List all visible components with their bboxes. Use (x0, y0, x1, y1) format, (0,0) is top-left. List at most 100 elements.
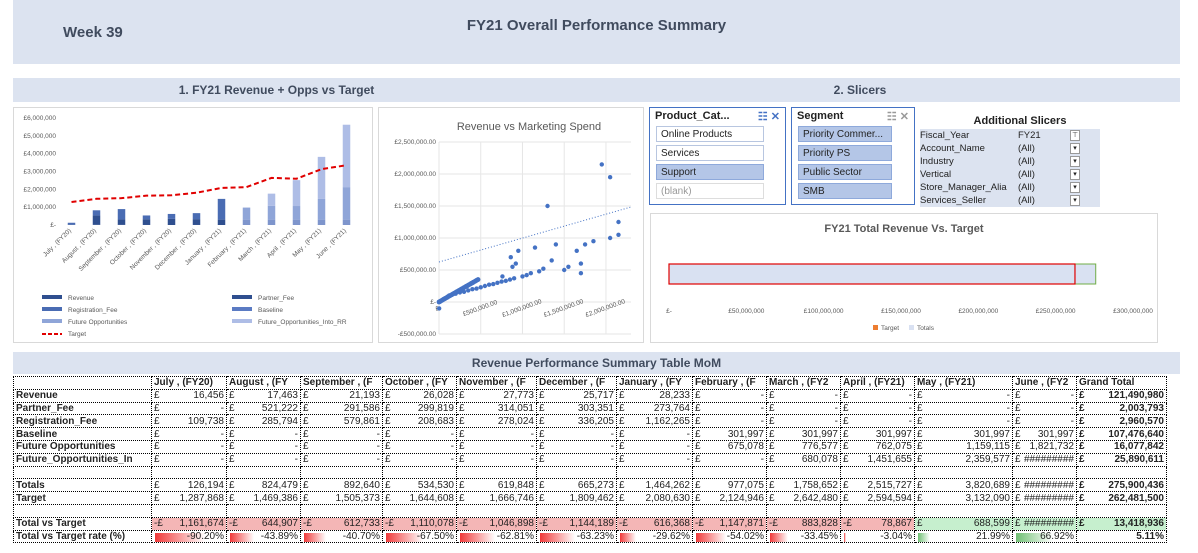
scatter-point (500, 274, 505, 279)
slicer-item-priority-ps[interactable]: Priority PS (798, 145, 892, 161)
data-bar (155, 532, 205, 542)
scatter-chart: Revenue vs Marketing Spend -£500,000.00 £-… (378, 107, 644, 343)
bar-1 (167, 218, 176, 225)
table-row: Revenue £16,456 £17,463 £21,193 £26,028 £27,7… (13, 388, 1167, 403)
filter-field-row[interactable]: Vertical (All) ▾ (920, 168, 1100, 181)
filter-field-row[interactable]: Account_Name (All) ▾ (920, 142, 1100, 155)
table-cell: - (220, 454, 224, 466)
filter-field-row[interactable]: Store_Manager_Alia (All) ▾ (920, 181, 1100, 194)
currency-symbol: £ (843, 441, 849, 453)
scatter-point (591, 239, 596, 244)
slicer-item-priority-commercial[interactable]: Priority Commer... (798, 126, 892, 142)
filter-field-row[interactable]: Services_Seller (All) ▾ (920, 194, 1100, 207)
multi-select-icon[interactable]: ☷ ✕ (757, 111, 780, 123)
scatter-point (553, 242, 559, 247)
table-cell: - (220, 441, 224, 453)
slicer-item-smb[interactable]: SMB (798, 183, 892, 199)
table-cell: 285,794 (261, 415, 298, 427)
table-cell: ######### (1023, 492, 1074, 504)
y-tick-label: £1,000,000 (23, 204, 56, 211)
column-header[interactable]: December , (F (536, 376, 617, 390)
scatter-point (524, 272, 529, 278)
segment-slicer[interactable]: Segment ☷ ✕ Priority Commer... Priority P… (791, 107, 915, 205)
column-header[interactable]: August , (FY (226, 376, 301, 390)
table-cell: 1,162,265 (645, 415, 691, 427)
table-cell: -3.04% (880, 530, 912, 542)
table-cell: 303,351 (577, 402, 614, 414)
target-line (71, 164, 347, 204)
slicer-item-public-sector[interactable]: Public Sector (798, 164, 892, 180)
filter-field-row[interactable]: Industry (All) ▾ (920, 155, 1100, 168)
currency-symbol: £ (229, 479, 235, 491)
column-header[interactable]: April , (FY21) (840, 376, 915, 390)
currency-symbol: £ (1015, 415, 1021, 427)
table-cell: - (834, 390, 838, 402)
table-cell: - (220, 428, 224, 440)
dropdown-arrow-icon[interactable]: ▾ (1070, 143, 1080, 154)
total-chart-title: FY21 Total Revenue Vs. Target (824, 223, 983, 235)
currency-symbol: £ (1079, 518, 1085, 530)
table-row: Future_Opportunities_In £ - £ - £ - £ - £ - £ - £ - £ - £… (13, 452, 1167, 467)
table-cell: 1,159,115 (966, 441, 1010, 453)
table-cell: 688,599 (973, 518, 1010, 530)
currency-symbol: £ (154, 402, 160, 414)
table-cell: 278,024 (497, 415, 534, 427)
grand-total-cell: 107,476,640 (1108, 428, 1164, 440)
scatter-point (474, 286, 479, 291)
currency-symbol: -£ (459, 518, 468, 530)
table-cell: 301,997 (1037, 428, 1074, 440)
row-label: Future_Opportunities_In (13, 452, 152, 467)
column-header[interactable]: July , (FY20) (151, 376, 227, 390)
table-cell: 612,733 (343, 518, 380, 530)
filter-field-value: FY21 (1018, 130, 1041, 141)
column-header[interactable]: November , (F (456, 376, 537, 390)
bar-5 (317, 156, 326, 199)
currency-symbol: £ (1079, 402, 1085, 414)
currency-symbol: £ (1015, 428, 1021, 440)
x-tick-label: £- (666, 308, 672, 315)
currency-symbol: £ (385, 479, 391, 491)
slicer-item-blank[interactable]: (blank) (656, 183, 764, 199)
column-header[interactable]: October , (FY (382, 376, 457, 390)
column-header[interactable]: Grand Total (1076, 376, 1167, 390)
table-cell: ######### (1023, 518, 1074, 530)
product-category-slicer[interactable]: Product_Cat... ☷ ✕ Online Products Servic… (649, 107, 786, 205)
currency-symbol: £ (539, 492, 545, 504)
bar-2 (117, 209, 126, 220)
currency-symbol: £ (229, 428, 235, 440)
scatter-point (503, 278, 508, 284)
currency-symbol: £ (1015, 402, 1021, 414)
column-header[interactable]: June , (FY2 (1012, 376, 1077, 390)
column-header[interactable] (13, 376, 152, 390)
scatter-point (532, 245, 538, 250)
clear-filter-icon[interactable]: ☷ ✕ (886, 111, 909, 123)
currency-symbol: £ (917, 390, 923, 402)
dropdown-arrow-icon[interactable]: ▾ (1070, 195, 1080, 206)
table-cell: - (1006, 402, 1010, 414)
dropdown-arrow-icon[interactable]: ▾ (1070, 182, 1080, 193)
table-cell: 3,132,090 (965, 492, 1011, 504)
page-title: FY21 Overall Performance Summary (466, 17, 727, 34)
column-header[interactable]: January , (FY (616, 376, 693, 390)
table-cell: - (760, 402, 764, 414)
column-header[interactable]: February , (F (692, 376, 767, 390)
filter-applied-icon[interactable]: ⊤ (1070, 130, 1080, 141)
legend-label: Partner_Fee (258, 295, 295, 302)
currency-symbol: £ (229, 454, 235, 466)
section-table: Revenue Performance Summary Table MoM (13, 352, 1180, 374)
column-header[interactable]: September , (F (300, 376, 383, 390)
dropdown-arrow-icon[interactable]: ▾ (1070, 169, 1080, 180)
currency-symbol: £ (459, 454, 465, 466)
x-tick-label: £150,000,000 (881, 308, 921, 315)
slicer-item-online-products[interactable]: Online Products (656, 126, 764, 142)
scatter-point (499, 279, 504, 284)
filter-field-row[interactable]: Fiscal_Year FY21 ⊤ (920, 129, 1100, 142)
slicer-item-services[interactable]: Services (656, 145, 764, 161)
dropdown-arrow-icon[interactable]: ▾ (1070, 156, 1080, 167)
slicer-item-support[interactable]: Support (656, 164, 764, 180)
column-header[interactable]: May , (FY21) (914, 376, 1013, 390)
legend-swatch (42, 319, 62, 323)
column-header[interactable]: March , (FY2 (766, 376, 841, 390)
table-cell: - (686, 428, 690, 440)
table-cell: - (450, 441, 454, 453)
